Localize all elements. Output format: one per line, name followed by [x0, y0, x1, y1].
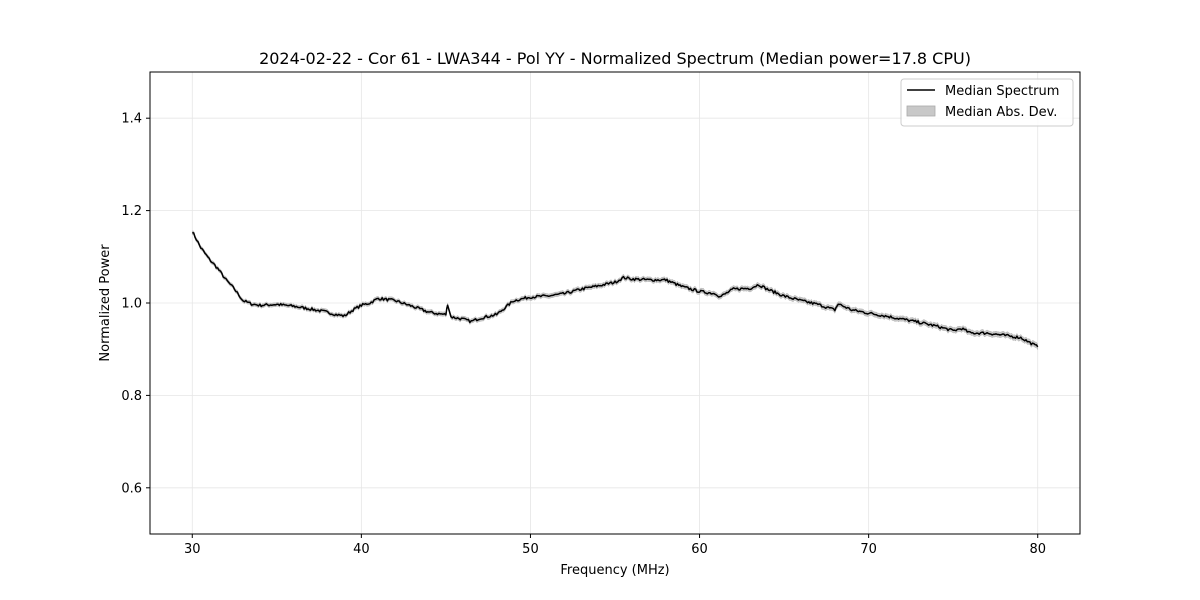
x-tick-label: 30: [184, 542, 201, 557]
y-tick-label: 0.8: [121, 389, 142, 404]
chart-title: 2024-02-22 - Cor 61 - LWA344 - Pol YY - …: [259, 49, 971, 68]
y-tick-label: 1.4: [121, 112, 142, 127]
legend-label-median-spectrum: Median Spectrum: [945, 84, 1059, 99]
x-tick-label: 40: [353, 542, 370, 557]
x-tick-label: 50: [522, 542, 539, 557]
y-axis-label: Normalized Power: [98, 244, 113, 362]
axis-ticks: 30 40 50 60 70 80 0.6 0.8 1.0 1.2 1.4: [121, 112, 1046, 557]
y-tick-label: 1.0: [121, 297, 142, 312]
legend-box: [900, 78, 1074, 127]
x-tick-label: 60: [691, 542, 708, 557]
y-tick-label: 0.6: [121, 481, 142, 496]
x-axis-label: Frequency (MHz): [560, 563, 669, 578]
y-tick-label: 1.2: [121, 204, 142, 219]
median-abs-dev-band: [192, 230, 1038, 351]
x-tick-label: 80: [1029, 542, 1046, 557]
legend: Median Spectrum Median Abs. Dev.: [900, 78, 1074, 127]
mad-band-layer: [192, 230, 1038, 351]
x-tick-label: 70: [860, 542, 877, 557]
legend-band-swatch: [906, 105, 936, 117]
legend-label-median-abs-dev: Median Abs. Dev.: [945, 105, 1057, 120]
median-spectrum-line: [192, 232, 1039, 348]
median-spectrum-layer: [192, 232, 1039, 348]
